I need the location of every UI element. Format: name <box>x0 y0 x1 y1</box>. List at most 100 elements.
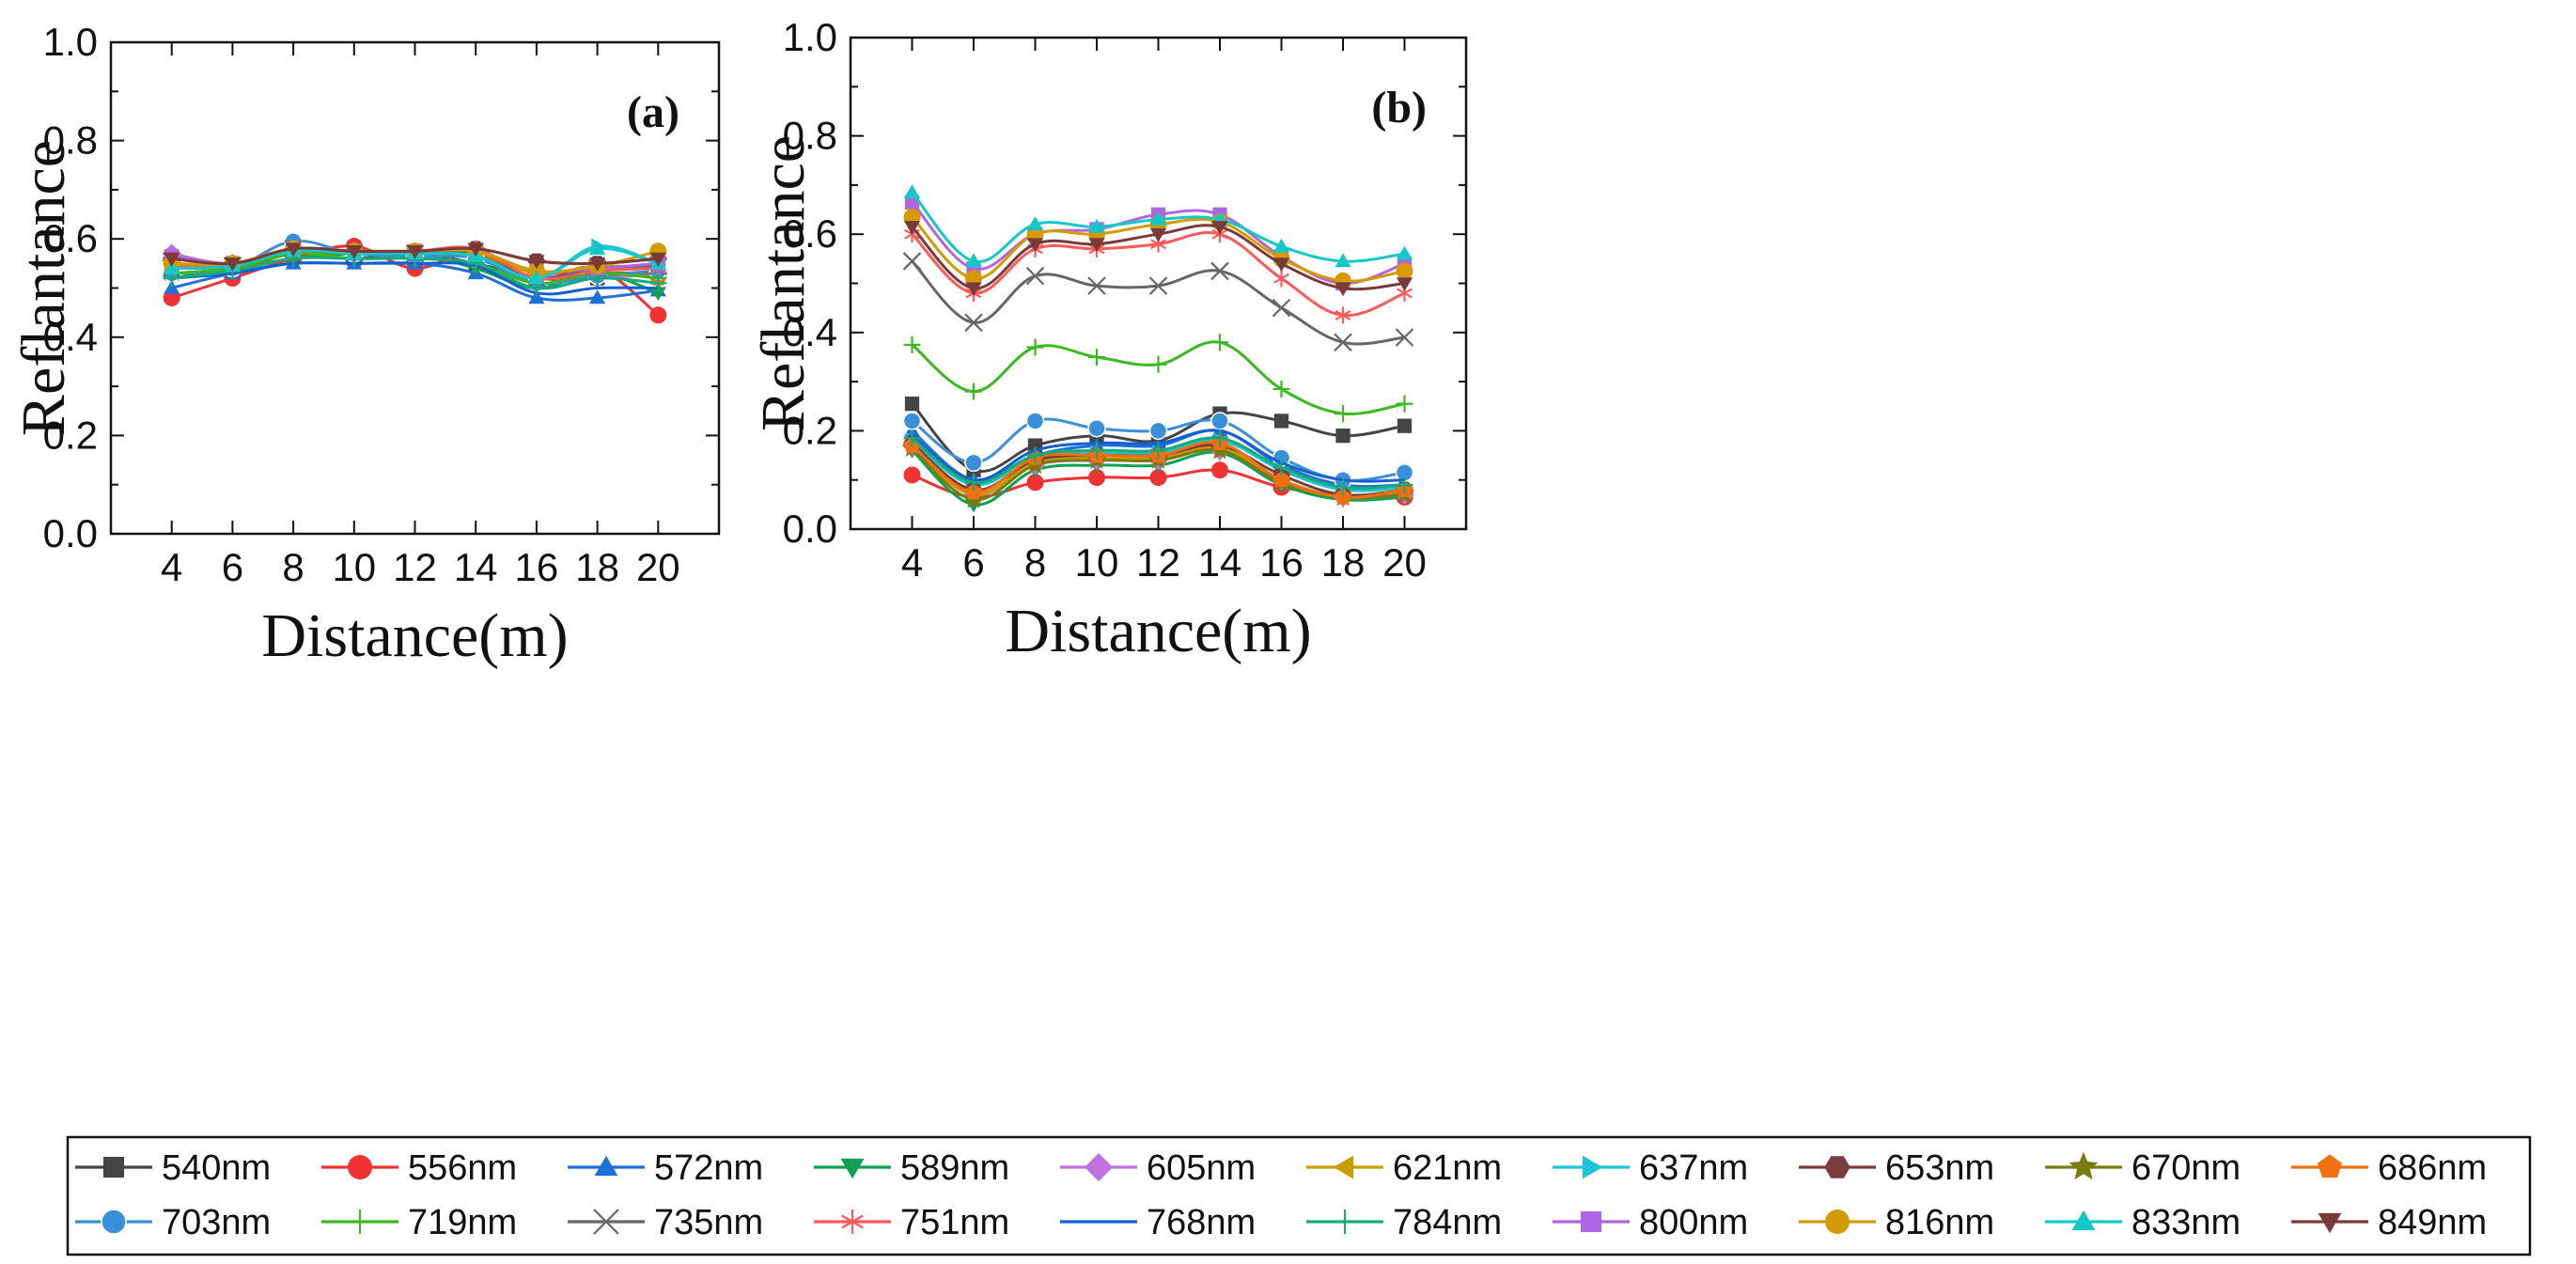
data-point <box>903 466 921 484</box>
legend-marker <box>1824 1156 1850 1178</box>
data-point <box>965 253 982 268</box>
series-line <box>911 259 1405 346</box>
data-point <box>164 252 180 267</box>
data-point <box>1396 277 1413 291</box>
x-axis-title: Distance(m) <box>261 601 568 670</box>
series-line <box>911 340 1405 416</box>
data-point <box>528 289 545 304</box>
data-point <box>1211 221 1228 235</box>
legend-entry-540nm: 540nm <box>75 1148 271 1188</box>
data-point <box>1396 245 1413 260</box>
data-point <box>1149 211 1167 226</box>
y-tick-label: 1.0 <box>43 20 98 64</box>
data-point <box>1210 412 1229 430</box>
data-point <box>964 313 983 333</box>
legend-label: 768nm <box>1147 1203 1256 1242</box>
legend-label: 784nm <box>1393 1203 1502 1242</box>
x-tick-label: 12 <box>1136 540 1180 585</box>
data-point <box>1148 421 1168 441</box>
legend-marker <box>840 1158 865 1179</box>
legend-label: 572nm <box>654 1148 763 1188</box>
data-point <box>285 242 302 257</box>
legend-marker <box>348 1209 372 1234</box>
data-point <box>903 184 921 198</box>
legend-marker <box>2069 1151 2099 1180</box>
legend-entry-800nm: 800nm <box>1553 1203 1748 1242</box>
legend-entry-735nm: 735nm <box>568 1203 763 1242</box>
legend-entry-589nm: 589nm <box>814 1148 1009 1188</box>
legend-marker <box>594 1155 618 1177</box>
y-tick-label: 0.8 <box>43 118 98 163</box>
data-point <box>903 336 921 353</box>
data-point <box>1335 282 1351 297</box>
chart-panel-b: 0.0 0.2 0.4 0.6 0.8 1.0 4 6 8 10 12 14 16 18 20 Distanc… <box>749 15 1468 665</box>
legend-entry-703nm: 703nm <box>75 1203 271 1242</box>
legend-label: 686nm <box>2378 1148 2487 1188</box>
data-point <box>1272 257 1290 273</box>
data-point <box>1210 261 1229 281</box>
data-point <box>1335 488 1351 505</box>
x-tick-label: 6 <box>962 540 984 585</box>
data-point <box>164 260 180 274</box>
data-point <box>1272 459 1290 476</box>
legend-marker <box>1333 1209 1357 1234</box>
data-point <box>1087 419 1106 438</box>
panel-label: (b) <box>1371 83 1427 133</box>
x-tick-label: 16 <box>1259 540 1304 585</box>
data-point <box>1211 461 1228 479</box>
data-point <box>903 429 921 447</box>
legend-entry-605nm: 605nm <box>1060 1148 1256 1188</box>
data-point <box>1334 333 1352 352</box>
legend-label: 653nm <box>1885 1148 1994 1188</box>
data-point <box>1088 218 1105 233</box>
y-tick-label: 0.2 <box>783 408 837 452</box>
legend-label: 849nm <box>2378 1203 2487 1242</box>
data-point <box>406 245 424 259</box>
data-point <box>904 396 920 412</box>
data-point <box>649 306 667 324</box>
data-point <box>1273 414 1289 429</box>
legend-label: 735nm <box>654 1203 763 1242</box>
data-point <box>1395 328 1414 347</box>
data-point <box>1026 474 1044 492</box>
legend-label: 833nm <box>2131 1203 2240 1242</box>
x-axis-title: Distance(m) <box>1005 597 1311 665</box>
legend-marker <box>1582 1155 1603 1179</box>
x-tick-label: 14 <box>454 545 498 589</box>
legend-marker <box>841 1209 864 1234</box>
legend-label: 637nm <box>1639 1148 1748 1188</box>
y-axis-title: Reflantance <box>749 135 818 431</box>
x-tick-label: 6 <box>222 545 243 589</box>
legend-frame <box>66 1135 2532 1256</box>
data-point <box>1149 227 1167 242</box>
data-point <box>528 255 545 270</box>
y-tick-label: 0.6 <box>43 216 98 260</box>
data-point <box>1026 216 1044 230</box>
data-point <box>1026 238 1044 253</box>
series-703nm <box>902 412 1414 490</box>
data-point <box>1087 276 1106 295</box>
y-tick-label: 0.6 <box>783 211 837 256</box>
data-point <box>1148 276 1168 295</box>
legend-entry-833nm: 833nm <box>2045 1203 2240 1242</box>
data-point <box>1211 429 1228 447</box>
data-point <box>1211 334 1228 351</box>
data-point <box>1026 446 1044 464</box>
data-point <box>1272 471 1290 488</box>
legend-marker <box>1085 1153 1113 1181</box>
data-point <box>589 241 606 255</box>
legend-label: 751nm <box>900 1203 1009 1242</box>
data-point <box>346 245 363 259</box>
legend-entry-670nm: 670nm <box>2045 1148 2240 1188</box>
legend-marker <box>1580 1210 1602 1233</box>
legend-marker <box>1333 1155 1354 1179</box>
legend-marker <box>2071 1209 2096 1231</box>
data-point <box>965 483 982 500</box>
data-point <box>649 274 667 292</box>
data-point <box>964 453 983 473</box>
x-tick-label: 12 <box>393 545 437 589</box>
x-tick-label: 20 <box>1382 540 1427 585</box>
panel-label: (a) <box>627 87 679 137</box>
legend-entry-556nm: 556nm <box>321 1148 517 1188</box>
data-point <box>1397 418 1413 433</box>
